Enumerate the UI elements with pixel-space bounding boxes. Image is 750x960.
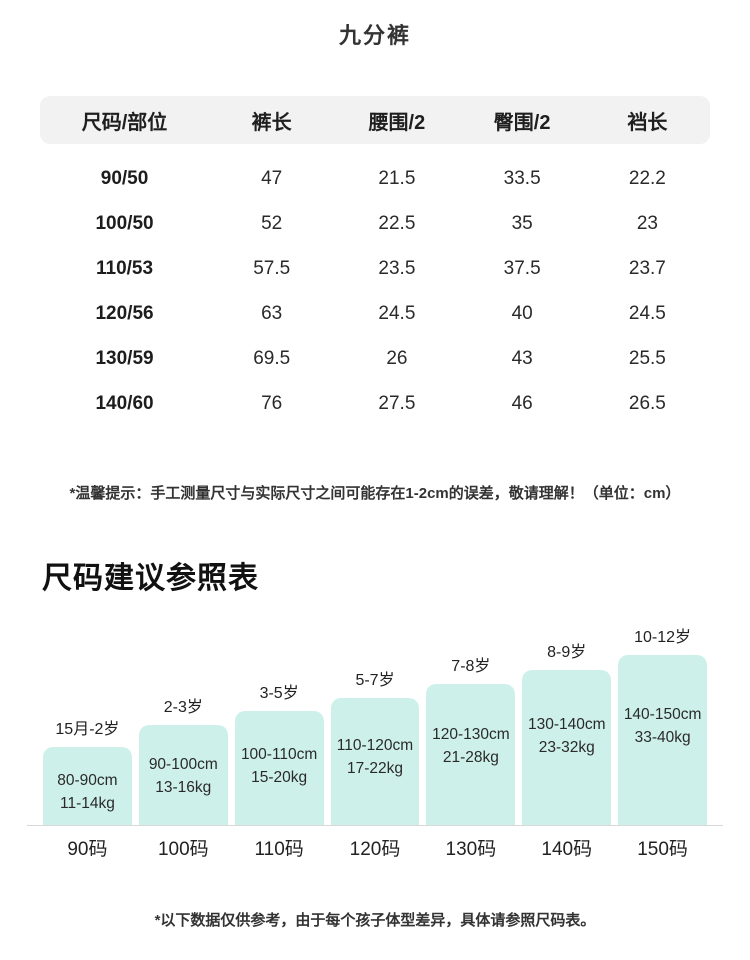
size-bar: 80-90cm 11-14kg	[43, 747, 132, 825]
height-range: 100-110cm	[240, 746, 318, 763]
chart-bar-column-90: 15月-2岁 80-90cm 11-14kg	[43, 715, 132, 825]
value-cell: 23.5	[378, 257, 416, 279]
header-cell-waist: 腰围/2	[368, 111, 426, 134]
value-cell: 22.2	[628, 167, 666, 189]
value-cell: 26.5	[628, 392, 666, 414]
chart-bars: 15月-2岁 80-90cm 11-14kg 2-3岁 90-100cm 13-…	[43, 623, 708, 825]
chart-bar-column-110: 3-5岁 100-110cm 15-20kg	[234, 679, 324, 825]
table-row: 110/53 57.5 23.5 37.5 23.7	[40, 246, 710, 291]
height-range: 130-140cm	[527, 716, 606, 733]
category-label: 100码	[157, 839, 209, 860]
size-cell: 140/60	[95, 392, 154, 414]
weight-range: 13-16kg	[155, 779, 212, 796]
value-cell: 24.5	[378, 302, 416, 324]
size-table-header: 尺码/部位 裤长 腰围/2 臀围/2 裆长	[40, 96, 710, 144]
value-cell: 63	[261, 302, 283, 324]
weight-range: 17-22kg	[347, 760, 404, 777]
value-cell: 47	[261, 167, 283, 189]
reference-note: *以下数据仅供参考，由于每个孩子体型差异，具体请参照尺码表。	[154, 912, 596, 929]
size-bar: 130-140cm 23-32kg	[522, 670, 612, 825]
weight-range: 11-14kg	[59, 795, 115, 812]
value-cell: 57.5	[253, 257, 291, 279]
reference-section-title: 尺码建议参照表	[42, 562, 259, 595]
size-reference-chart: 15月-2岁 80-90cm 11-14kg 2-3岁 90-100cm 13-…	[25, 623, 725, 861]
header-cell-crotch: 裆长	[627, 111, 668, 134]
chart-bar-column-120: 5-7岁 110-120cm 17-22kg	[330, 666, 420, 825]
size-table: 尺码/部位 裤长 腰围/2 臀围/2 裆长 90/50 47 21.5 33.5…	[40, 96, 710, 426]
header-cell-hip: 臀围/2	[493, 111, 551, 134]
chart-bar-column-130: 7-8岁 120-130cm 21-28kg	[426, 652, 516, 825]
weight-range: 33-40kg	[634, 729, 691, 746]
size-cell: 120/56	[95, 302, 154, 324]
size-cell: 100/50	[95, 212, 154, 234]
size-bar: 140-150cm 33-40kg	[618, 655, 708, 825]
height-range: 90-100cm	[148, 756, 218, 773]
table-row: 140/60 76 27.5 46 26.5	[40, 381, 710, 426]
value-cell: 43	[511, 347, 533, 369]
weight-range: 21-28kg	[442, 749, 499, 766]
page-title: 九分裤	[338, 23, 411, 48]
size-cell: 110/53	[95, 257, 154, 279]
value-cell: 26	[386, 347, 408, 369]
height-range: 110-120cm	[336, 737, 414, 754]
value-cell: 22.5	[378, 212, 416, 234]
value-cell: 76	[261, 392, 283, 414]
category-label: 140码	[541, 839, 593, 860]
category-label: 130码	[445, 839, 497, 860]
size-cell: 130/59	[95, 347, 154, 369]
value-cell: 24.5	[628, 302, 666, 324]
size-bar: 100-110cm 15-20kg	[234, 711, 324, 825]
size-cell: 90/50	[100, 167, 149, 189]
age-label: 3-5岁	[259, 685, 299, 702]
chart-bar-column-150: 10-12岁 140-150cm 33-40kg	[618, 623, 708, 825]
chart-bar-column-140: 8-9岁 130-140cm 23-32kg	[522, 638, 612, 825]
age-label: 7-8岁	[451, 658, 491, 675]
age-label: 8-9岁	[547, 644, 587, 661]
age-label: 10-12岁	[634, 629, 692, 646]
category-label: 110码	[254, 839, 304, 860]
weight-range: 23-32kg	[538, 739, 595, 756]
value-cell: 35	[511, 212, 533, 234]
size-table-body: 90/50 47 21.5 33.5 22.2 100/50 52 22.5 3…	[40, 156, 710, 426]
age-label: 5-7岁	[355, 672, 395, 689]
header-cell-size: 尺码/部位	[81, 111, 168, 134]
measurement-note: *温馨提示：手工测量尺寸与实际尺寸之间可能存在1-2cm的误差，敬请理解！（单位…	[69, 485, 681, 502]
table-row: 130/59 69.5 26 43 25.5	[40, 336, 710, 381]
value-cell: 27.5	[378, 392, 416, 414]
height-range: 140-150cm	[623, 706, 702, 723]
size-bar: 90-100cm 13-16kg	[138, 725, 228, 825]
value-cell: 46	[511, 392, 533, 414]
value-cell: 33.5	[503, 167, 541, 189]
value-cell: 52	[261, 212, 283, 234]
value-cell: 23.7	[628, 257, 666, 279]
chart-baseline	[27, 825, 723, 826]
category-label: 120码	[349, 839, 401, 860]
value-cell: 25.5	[628, 347, 666, 369]
height-range: 120-130cm	[432, 726, 510, 743]
table-row: 120/56 63 24.5 40 24.5	[40, 291, 710, 336]
category-label: 150码	[637, 839, 688, 860]
age-label: 2-3岁	[163, 699, 203, 716]
height-range: 80-90cm	[57, 772, 118, 789]
value-cell: 23	[636, 212, 658, 234]
table-row: 90/50 47 21.5 33.5 22.2	[40, 156, 710, 201]
category-label: 90码	[67, 839, 108, 860]
value-cell: 21.5	[378, 167, 416, 189]
size-bar: 120-130cm 21-28kg	[426, 684, 516, 825]
header-cell-pant-length: 裤长	[251, 111, 292, 134]
age-label: 15月-2岁	[55, 721, 120, 738]
chart-bar-column-100: 2-3岁 90-100cm 13-16kg	[138, 693, 228, 825]
weight-range: 15-20kg	[251, 769, 308, 786]
chart-category-labels: 90码 100码 110码 120码 130码 140码 150码	[43, 834, 707, 861]
size-bar: 110-120cm 17-22kg	[330, 698, 420, 825]
value-cell: 40	[511, 302, 533, 324]
table-row: 100/50 52 22.5 35 23	[40, 201, 710, 246]
value-cell: 69.5	[253, 347, 291, 369]
value-cell: 37.5	[503, 257, 541, 279]
